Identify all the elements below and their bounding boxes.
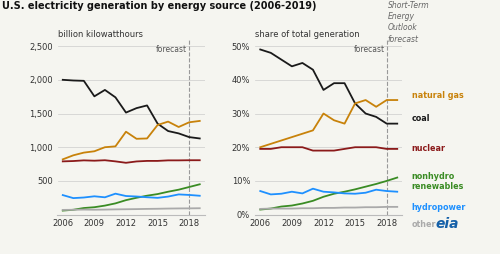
Text: natural gas: natural gas bbox=[412, 91, 463, 100]
Text: billion kilowatthours: billion kilowatthours bbox=[58, 30, 142, 39]
Text: nuclear: nuclear bbox=[412, 144, 446, 153]
Text: eia: eia bbox=[436, 217, 459, 231]
Text: share of total generation: share of total generation bbox=[255, 30, 360, 39]
Text: Short-Term
Energy
Outlook
forecast: Short-Term Energy Outlook forecast bbox=[388, 1, 429, 44]
Text: coal: coal bbox=[412, 114, 430, 123]
Text: forecast: forecast bbox=[354, 45, 384, 54]
Text: forecast: forecast bbox=[156, 45, 187, 54]
Text: nonhydro
renewables: nonhydro renewables bbox=[412, 172, 464, 191]
Text: hydropower: hydropower bbox=[412, 202, 466, 212]
Text: U.S. electricity generation by energy source (2006-2019): U.S. electricity generation by energy so… bbox=[2, 1, 317, 11]
Text: other: other bbox=[412, 220, 436, 229]
